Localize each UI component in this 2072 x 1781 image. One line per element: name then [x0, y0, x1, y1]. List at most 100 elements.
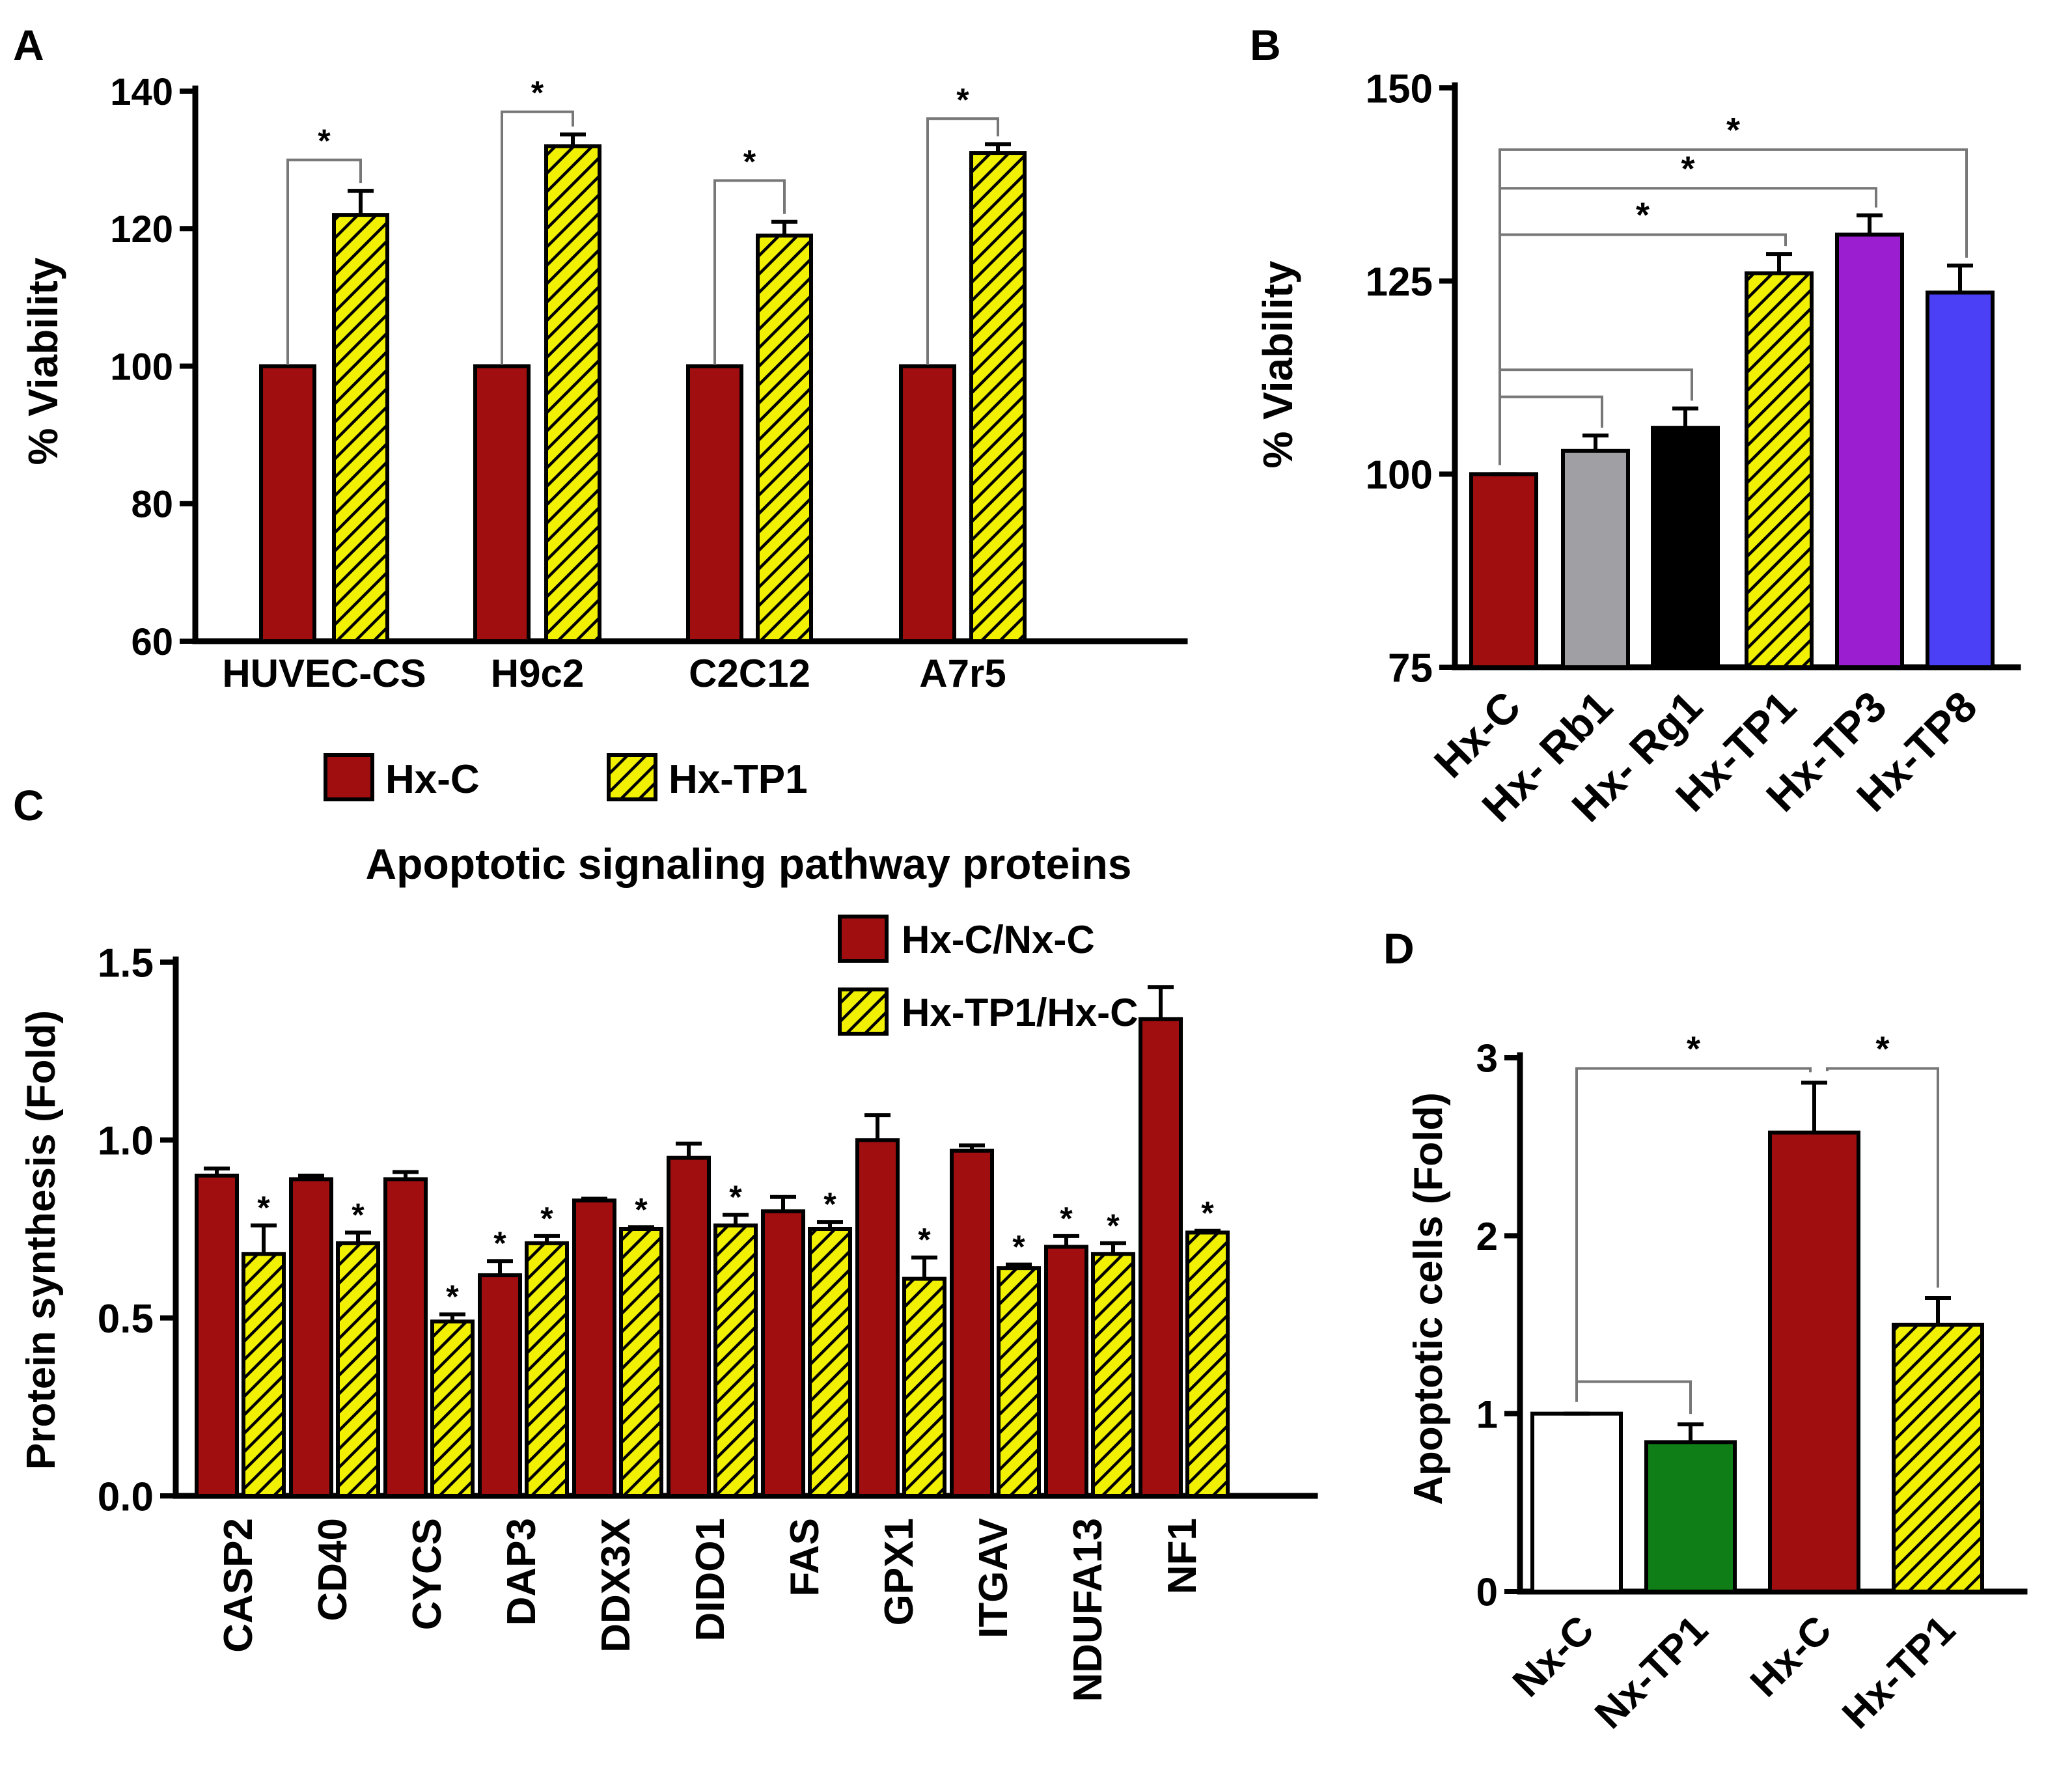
panel-b-bracket — [1499, 187, 1877, 465]
panel-a-legend-label: Hx-C — [385, 757, 480, 802]
panel-c-x-tick-label: GPX1 — [877, 1518, 922, 1625]
panel-b-bracket-label: * — [1726, 111, 1740, 150]
panel-a-bracket-label: * — [743, 143, 756, 180]
panel-c-bar — [761, 1209, 805, 1498]
panel-c-bar — [525, 1241, 569, 1498]
panel-c-bar — [195, 1174, 239, 1498]
panel-a-bracket-label: * — [531, 75, 544, 111]
panel-c-x-tick-label: DAP3 — [499, 1518, 544, 1625]
panel-a-x-tick-label: HUVEC-CS — [222, 652, 426, 695]
panel-a-y-tick-label: 60 — [131, 621, 173, 663]
panel-c-bar — [713, 1223, 758, 1498]
panel-a-bracket — [501, 110, 574, 365]
panel-c-bar — [430, 1319, 475, 1498]
panel-a-bracket — [926, 117, 999, 365]
panel-c-bar — [242, 1252, 286, 1498]
panel-a-legend-swatch — [324, 753, 374, 801]
panel-c-significance-star: * — [1201, 1195, 1214, 1232]
panel-c-legend-swatch — [838, 987, 889, 1036]
panel-a-bar — [756, 233, 813, 643]
panel-c-significance-star: * — [635, 1191, 648, 1228]
panel-b-y-axis-label: % Viability — [1254, 260, 1301, 468]
panel-c-significance-star: * — [918, 1222, 931, 1258]
panel-c-bar — [902, 1277, 946, 1498]
panel-a-bar — [259, 364, 316, 643]
panel-c-bar — [997, 1266, 1041, 1498]
panel-c-significance-star: * — [352, 1196, 365, 1233]
panel-c-bar — [667, 1155, 711, 1498]
panel-d-bar — [1892, 1323, 1984, 1594]
panel-c-significance-star: * — [729, 1179, 742, 1215]
panel-c-bar — [1091, 1252, 1135, 1498]
panel-b-bar — [1745, 271, 1814, 669]
panel-b-label: B — [1250, 21, 1281, 69]
panel-c-bar — [950, 1148, 994, 1498]
panel-b-axes: 75 100 125 150 — [1366, 66, 2021, 691]
panel-d-bracket-label: * — [1687, 1029, 1700, 1068]
panel-a-legend-label: Hx-TP1 — [669, 757, 808, 802]
panel-c-x-tick-label: DDX3X — [594, 1518, 639, 1653]
panel-b-bracket — [1499, 148, 1968, 465]
panel-d-bars: Nx-CNx-TP1 Hx-CHx-TP1 * * — [1504, 1029, 1984, 1737]
panel-a-bar — [473, 364, 531, 643]
panel-d-label: D — [1383, 924, 1415, 973]
panel-c-y-tick-label: 0.0 — [98, 1474, 154, 1519]
panel-c-x-tick-label: ITGAV — [971, 1518, 1016, 1638]
panel-c-y-tick-label: 0.5 — [98, 1297, 154, 1342]
panel-c-bar — [1185, 1230, 1230, 1498]
panel-c-y-axis-label: Protein synthesis (Fold) — [19, 1010, 64, 1470]
panel-a-bar — [969, 151, 1027, 643]
panel-b-bar — [1561, 449, 1630, 669]
panel-c-legend-label: Hx-C/Nx-C — [902, 918, 1095, 961]
panel-c-bar — [383, 1177, 428, 1498]
panel-c-bar — [336, 1241, 380, 1498]
panel-b-bracket-label: * — [1636, 195, 1650, 234]
panel-a-bar — [544, 144, 601, 643]
panel-d-bracket — [1575, 1067, 1812, 1402]
panel-a-bracket-label: * — [318, 123, 331, 159]
panel-a-x-tick-label: H9c2 — [491, 652, 584, 695]
panel-a-bars: HUVEC-CS H9c2 C2C12 A7r5 * * * * — [222, 75, 1027, 695]
panel-a-label: A — [13, 21, 44, 69]
panel-d-y-axis-label: Apoptotic cells (Fold) — [1406, 1092, 1451, 1505]
panel-d-y-tick-label: 1 — [1476, 1392, 1498, 1436]
panel-c-legend: Hx-C/Nx-C Hx-TP1/Hx-C — [838, 915, 1138, 1036]
panel-c-legend-swatch — [838, 915, 889, 963]
panel-c-significance-star: * — [493, 1225, 506, 1262]
panel-a-bracket — [713, 179, 786, 365]
panel-a-bracket — [286, 158, 362, 365]
panel-c-x-tick-label: DIDO1 — [688, 1518, 733, 1641]
panel-c-significance-star: * — [446, 1278, 459, 1315]
panel-b-bar — [1926, 290, 1995, 669]
panel-b-y-tick-label: 125 — [1366, 260, 1433, 305]
panel-b-bracket — [1499, 233, 1787, 465]
panel-c-significance-star: * — [1012, 1229, 1025, 1265]
panel-c-x-tick-label: NDUFA13 — [1066, 1518, 1111, 1702]
panel-d-bar — [1644, 1440, 1737, 1594]
panel-c-y-tick-label: 1.0 — [98, 1119, 154, 1164]
panel-c-x-tick-label: NF1 — [1160, 1518, 1205, 1594]
panel-a-y-tick-label: 140 — [110, 71, 173, 113]
panel-c-x-tick-label: CYCS — [405, 1518, 450, 1630]
panel-d-y-tick-label: 2 — [1476, 1215, 1498, 1258]
panel-c-x-tick-label: FAS — [782, 1518, 827, 1597]
panel-c-significance-star: * — [540, 1200, 553, 1237]
panel-a-legend-swatch — [607, 753, 657, 801]
panel-c-y-tick-label: 1.5 — [98, 941, 154, 986]
panel-a-bar — [899, 364, 956, 643]
panel-d-bracket — [1826, 1067, 1939, 1288]
panel-c-legend-label: Hx-TP1/Hx-C — [902, 991, 1138, 1034]
panel-a: A % Viability 60 80 100 120 140 HUVEC-CS H9c2… — [13, 21, 1188, 802]
panel-d-bar — [1530, 1411, 1623, 1594]
panel-c-x-tick-label: CASP2 — [216, 1518, 261, 1653]
panel-a-bar — [332, 213, 389, 643]
panel-c-label: C — [13, 781, 44, 829]
panel-c-bar — [619, 1227, 663, 1498]
panel-c-bar — [1044, 1245, 1088, 1498]
panel-c-bar — [808, 1227, 852, 1498]
panel-c-significance-star: * — [1060, 1200, 1073, 1237]
panel-c-bar — [478, 1273, 522, 1498]
